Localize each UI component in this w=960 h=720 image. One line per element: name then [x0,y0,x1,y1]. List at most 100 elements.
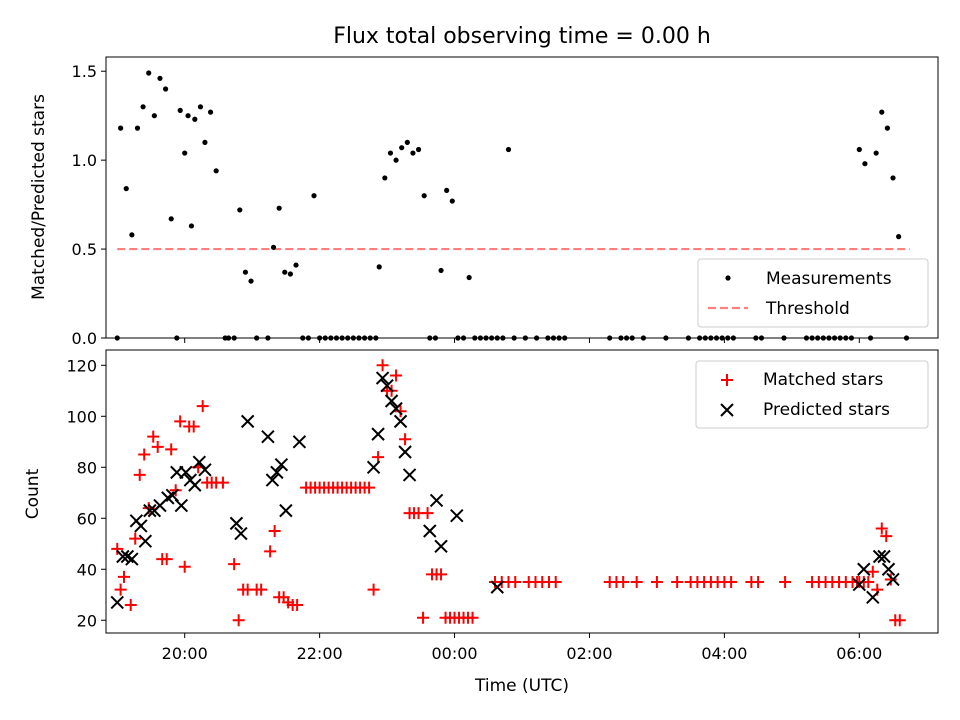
bottom-x-tick-label: 22:00 [297,644,343,663]
measurements-point [270,244,277,250]
matched-stars-point [671,576,684,589]
bottom-y-tick-label: 120 [66,356,97,375]
matched-stars-point [421,507,434,520]
matched-stars-point [394,405,407,418]
measurements-point [207,109,214,115]
top-y-tick-label: 0.5 [72,240,97,259]
matched-stars-point [862,576,875,589]
measurements-point [146,70,152,76]
bottom-x-tick-label: 00:00 [431,644,477,663]
measurements-point [449,198,455,204]
predicted-stars-point [179,465,193,480]
matched-stars-point [114,583,127,596]
top-y-tick-label: 0.0 [72,329,97,348]
matched-stars-point [117,570,130,583]
top-y-tick-label: 1.5 [72,62,97,81]
legend-label-matched-stars: Matched stars [763,370,883,390]
matched-stars-point [151,440,164,453]
predicted-stars-point [234,526,248,541]
predicted-stars-point [366,460,381,474]
matched-stars-point [264,545,277,558]
measurements-point [123,186,129,192]
measurements-point [415,146,422,153]
measurements-point [862,161,868,167]
legend-label-measurements: Measurements [766,269,892,289]
measurements-point [421,193,427,199]
matched-stars-point [147,430,160,443]
predicted-stars-point [134,519,148,533]
measurements-point [376,264,382,270]
top-panel: 0.0 0.5 1.0 1.5 Matched/Predicted stars Mea… [29,56,939,348]
measurements-point [162,86,169,92]
measurements-point [873,150,879,156]
measurements-point [134,125,141,131]
predicted-stars-point [389,401,403,416]
bottom-y-tick-label: 40 [77,560,97,579]
matched-stars-point [196,400,209,413]
matched-stars-point [399,433,412,446]
bottom-y-tick-label: 60 [77,509,97,528]
predicted-stars-point [450,509,464,523]
measurements-point [168,216,174,222]
measurements-point [129,232,135,238]
predicted-stars-point [490,580,504,594]
bottom-x-tick-label: 20:00 [162,644,208,663]
matched-stars-point [417,611,430,624]
measurements-point [237,207,243,213]
matched-stars-point [884,573,897,586]
top-legend-box [697,258,929,328]
measurements-point [192,116,198,122]
predicted-stars-point [240,414,255,429]
predicted-stars-point [192,455,207,469]
predicted-stars-point [188,478,202,492]
legend-marker-measurements [725,275,731,281]
predicted-stars-point [174,498,189,513]
bottom-y-tick-label: 20 [77,611,97,630]
predicted-stars-point [423,524,437,538]
top-y-tick-label: 1.0 [72,151,97,170]
legend-label-predicted-stars: Predicted stars [763,400,890,420]
matched-stars-point [367,583,380,596]
predicted-stars-point [116,549,130,564]
predicted-stars-point [380,378,394,393]
matched-stars-point [390,369,403,382]
legend-label-threshold: Threshold [765,299,850,319]
bottom-y-tick-label: 80 [77,458,97,477]
matched-stars-point [617,576,630,589]
measurements-point [118,125,124,131]
predicted-stars-point [143,503,157,518]
predicted-stars-point [371,427,385,441]
matched-stars-point [160,553,173,566]
measurements-point [896,234,902,240]
bottom-plot-marks [110,359,906,627]
matched-stars-point [630,576,643,589]
measurements-point [157,75,163,81]
measurements-point [202,139,208,145]
matched-stars-point [549,576,562,589]
predicted-stars-point [852,577,867,592]
measurements-point [856,146,862,153]
measurements-point [884,125,891,131]
top-plot-frame [105,56,939,339]
measurements-point [293,262,299,268]
top-axes: 0.0 0.5 1.0 1.5 [72,62,860,348]
matched-stars-point [866,565,879,578]
predicted-stars-point [375,371,390,385]
predicted-stars-point [886,572,900,587]
measurements-point [399,145,405,151]
measurements-point [879,109,885,115]
matched-stars-point [178,560,191,573]
measurements-point [382,175,388,181]
measurements-point [404,139,410,145]
predicted-stars-point [384,394,399,408]
measurements-point [185,113,191,119]
predicted-stars-point [877,549,891,564]
predicted-stars-point [110,595,124,610]
predicted-stars-point [292,435,307,449]
predicted-stars-point [434,539,448,554]
predicted-stars-point [270,465,284,480]
matched-stars-point [255,583,268,596]
measurements-point [140,104,146,110]
predicted-stars-point [279,503,293,518]
top-y-axis-label: Matched/Predicted stars [29,94,49,300]
